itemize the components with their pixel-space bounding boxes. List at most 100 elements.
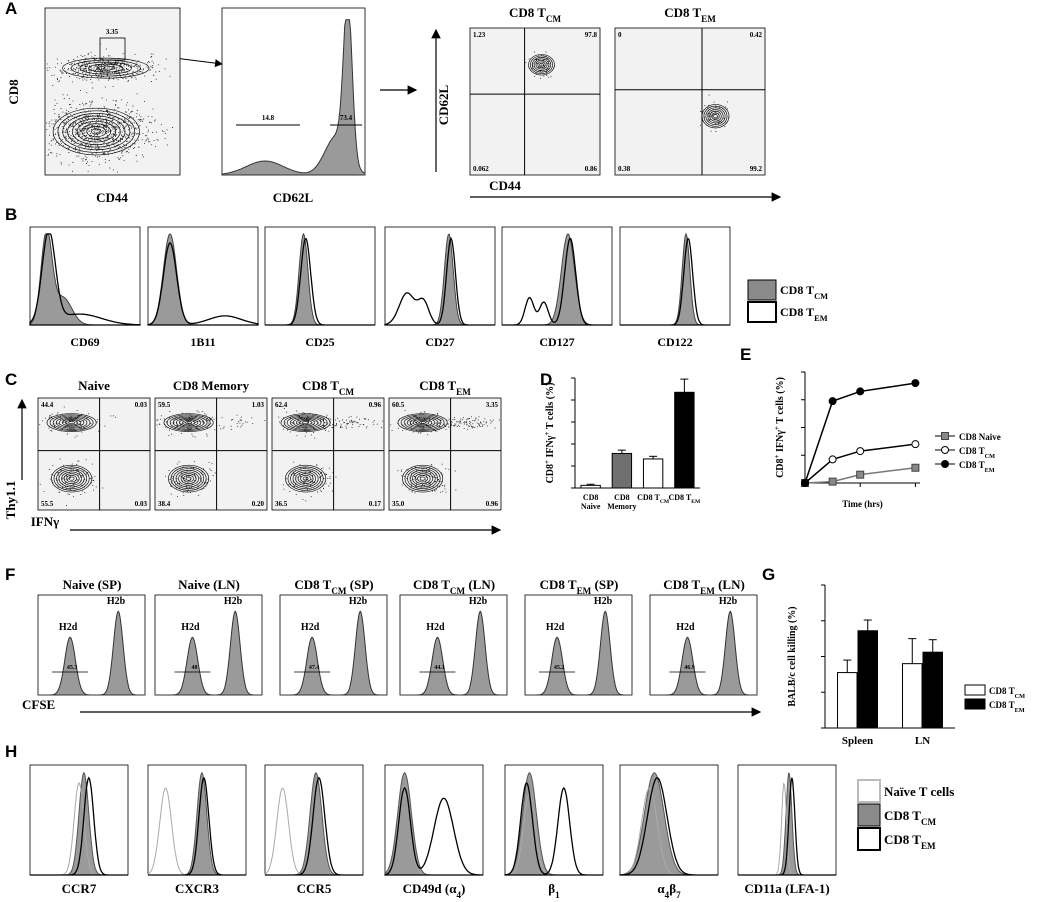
contour bbox=[81, 123, 112, 140]
marker bbox=[911, 440, 920, 449]
text-segment: (SP) bbox=[591, 577, 618, 592]
text-segment: H2b bbox=[719, 596, 738, 607]
panel-letter: E bbox=[740, 345, 751, 364]
text-segment: β bbox=[548, 881, 555, 896]
contour bbox=[52, 107, 140, 156]
quadrant-value: 55.5 bbox=[41, 500, 54, 508]
legend-label: CD8 Naive bbox=[959, 432, 1001, 442]
panel-letter: B bbox=[5, 205, 17, 224]
contour bbox=[46, 413, 97, 432]
axis-label: IFNγ bbox=[31, 514, 59, 529]
text-segment: EM bbox=[985, 467, 995, 474]
marker bbox=[856, 470, 865, 479]
contour bbox=[86, 126, 107, 138]
histogram-curve bbox=[525, 610, 632, 696]
text-segment: H2b bbox=[594, 596, 613, 607]
contour bbox=[68, 476, 75, 481]
quadrant-value: 99.2 bbox=[750, 165, 763, 173]
text-segment: 3.35 bbox=[106, 28, 119, 36]
contour bbox=[404, 466, 441, 491]
histogram-curve bbox=[155, 610, 262, 696]
contour bbox=[65, 420, 79, 426]
legend-swatch bbox=[857, 779, 881, 803]
text-segment: (LN) bbox=[715, 577, 745, 592]
peak-label: H2d bbox=[301, 622, 320, 633]
contour bbox=[409, 469, 436, 488]
text-segment: 60.5 bbox=[392, 401, 405, 409]
text-segment: EM bbox=[921, 841, 936, 851]
histogram-curve bbox=[619, 777, 718, 876]
legend-label: CD8 TCM bbox=[989, 686, 1025, 700]
gate-value: 14.8 bbox=[262, 114, 275, 122]
series-line bbox=[804, 443, 916, 484]
text-segment: 46.9 bbox=[684, 665, 695, 671]
contour bbox=[703, 105, 728, 127]
gate-value: 47.4 bbox=[309, 665, 320, 671]
text-segment: CD8 T bbox=[668, 493, 691, 502]
plot-frame bbox=[44, 7, 181, 176]
marker bbox=[828, 477, 837, 486]
gate-value: 73.4 bbox=[340, 114, 353, 122]
contour bbox=[286, 415, 325, 430]
contour bbox=[88, 63, 124, 73]
text-segment: EM bbox=[691, 499, 701, 505]
plot-title: CD8 Memory bbox=[173, 378, 250, 393]
axis-label: 1B11 bbox=[190, 335, 215, 349]
text-segment: BALB/c cell killing (%) bbox=[787, 606, 798, 706]
marker bbox=[801, 479, 809, 487]
peak-label: H2d bbox=[546, 622, 565, 633]
text-segment: α bbox=[657, 881, 665, 896]
contour bbox=[66, 474, 77, 483]
text-segment: B bbox=[5, 205, 17, 224]
contour bbox=[299, 420, 313, 426]
histogram-curve bbox=[502, 237, 612, 326]
quadrant-value: 0.20 bbox=[252, 500, 265, 508]
contour bbox=[407, 468, 439, 490]
bar bbox=[642, 458, 664, 489]
text-segment: CM bbox=[814, 292, 828, 301]
text-segment: CD8 Memory bbox=[173, 378, 250, 393]
histogram-curve bbox=[30, 776, 128, 876]
axis-label: CD25 bbox=[305, 335, 334, 349]
text-segment: CD8 T bbox=[780, 283, 814, 297]
contour bbox=[91, 128, 102, 135]
text-segment: CD8 T bbox=[419, 378, 456, 393]
quadrant-value: 44.4 bbox=[41, 401, 54, 409]
text-segment: H2d bbox=[426, 622, 445, 633]
x-tick-label: CD8 bbox=[583, 493, 599, 502]
axis-label: Time (hrs) bbox=[842, 499, 883, 509]
axis-label: CD69 bbox=[70, 335, 99, 349]
marker bbox=[856, 387, 865, 396]
marker bbox=[828, 397, 837, 406]
quadrant-value: 0.96 bbox=[369, 401, 382, 409]
gate-value: 45.2 bbox=[554, 665, 565, 671]
contour bbox=[185, 476, 192, 481]
peak-label: H2d bbox=[59, 622, 78, 633]
panel-letter: H bbox=[5, 742, 17, 761]
quadrant-value: 36.5 bbox=[275, 500, 288, 508]
gate-value: 3.35 bbox=[106, 28, 119, 36]
text-segment: 45.3 bbox=[67, 665, 78, 671]
marker bbox=[911, 379, 920, 388]
text-segment: CD8 bbox=[775, 458, 786, 477]
text-segment: 0.062 bbox=[473, 165, 489, 173]
text-segment: 38.4 bbox=[158, 500, 171, 508]
text-segment: 0.96 bbox=[486, 500, 499, 508]
x-tick-label: CD8 bbox=[614, 493, 630, 502]
gate-value: 44.1 bbox=[434, 665, 445, 671]
quadrant-value: 38.4 bbox=[158, 500, 171, 508]
contour bbox=[533, 58, 550, 71]
axis-label: CXCR3 bbox=[175, 881, 220, 896]
plot-frame bbox=[384, 226, 496, 326]
series-line bbox=[804, 382, 916, 484]
bar bbox=[857, 630, 878, 729]
contour bbox=[55, 416, 88, 429]
x-tick-label: CD8 TCM bbox=[637, 493, 670, 505]
text-segment: CD8 T bbox=[959, 460, 985, 470]
text-segment: T cells (%) bbox=[545, 383, 556, 432]
plot-frame bbox=[388, 397, 502, 511]
text-segment: 0.38 bbox=[618, 165, 631, 173]
legend-swatch bbox=[964, 684, 986, 696]
text-segment: EM bbox=[700, 586, 715, 596]
contour bbox=[170, 466, 207, 491]
